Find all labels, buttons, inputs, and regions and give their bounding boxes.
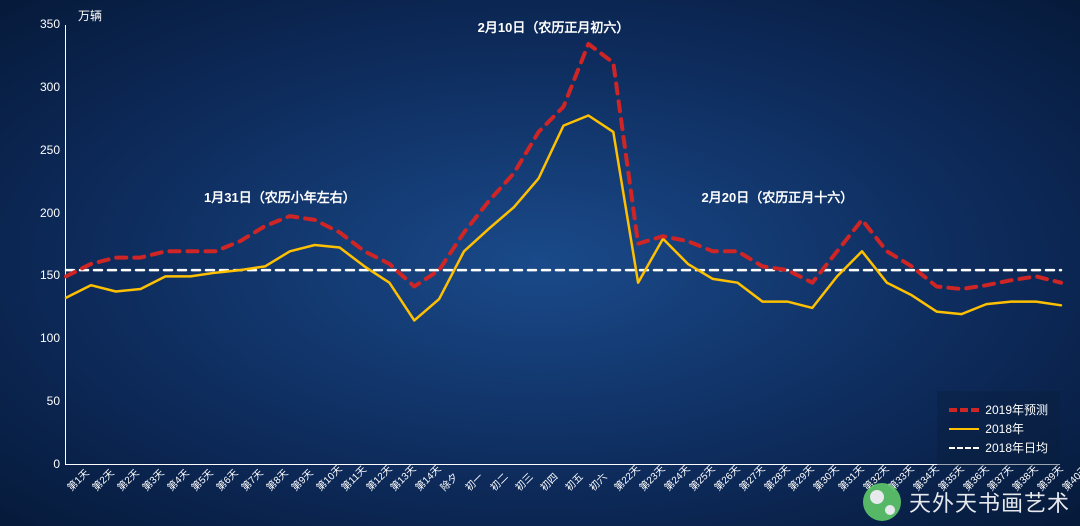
y-tick-label: 100 [30, 331, 60, 345]
plot-svg [66, 25, 1061, 465]
x-tick-label: 第26天 [710, 461, 743, 494]
x-tick-label: 第3天 [138, 465, 167, 494]
x-tick-label: 第5天 [187, 465, 216, 494]
x-tick-label: 第31天 [834, 461, 867, 494]
x-tick-label: 第24天 [660, 461, 693, 494]
x-tick-label: 第1天 [63, 465, 92, 494]
watermark-text: 天外天书画艺术 [909, 486, 1070, 518]
x-tick-label: 初二 [486, 469, 511, 494]
x-tick-label: 第4天 [163, 465, 192, 494]
x-tick-label: 第22天 [610, 461, 643, 494]
y-tick-label: 350 [30, 17, 60, 31]
legend-row: 2018年日均 [949, 439, 1048, 456]
x-tick-label: 第6天 [212, 465, 241, 494]
x-tick-label: 初四 [536, 469, 561, 494]
legend-swatch [949, 403, 979, 417]
y-tick-label: 250 [30, 143, 60, 157]
legend-label: 2018年日均 [985, 439, 1048, 456]
x-tick-label: 第28天 [760, 461, 793, 494]
x-tick-label: 第9天 [287, 465, 316, 494]
x-tick-label: 初六 [585, 469, 610, 494]
x-tick-label: 第25天 [685, 461, 718, 494]
y-axis-unit: 万辆 [78, 7, 102, 24]
x-tick-label: 第12天 [362, 461, 395, 494]
annotation: 2月10日（农历正月初六） [478, 17, 630, 36]
x-tick-label: 第11天 [337, 462, 369, 494]
x-tick-label: 初五 [561, 469, 586, 494]
watermark: 天外天书画艺术 [863, 483, 1070, 521]
y-tick-label: 50 [30, 394, 60, 408]
legend-label: 2019年预测 [985, 401, 1048, 418]
legend: 2019年预测 2018年 2018年日均 [937, 391, 1060, 466]
legend-label: 2018年 [985, 420, 1024, 437]
wechat-icon [863, 483, 901, 521]
x-tick-label: 第8天 [262, 465, 291, 494]
x-tick-label: 第29天 [784, 461, 817, 494]
legend-swatch [949, 422, 979, 436]
annotation: 2月20日（农历正月十六） [702, 187, 854, 206]
x-tick-label: 第7天 [237, 465, 266, 494]
legend-row: 2018年 [949, 420, 1048, 437]
plot-area [65, 25, 1060, 465]
y-tick-label: 150 [30, 268, 60, 282]
chart-container: 万辆 0 50 100 150 200 250 300 350 第1天第2天第2天第3天第4天… [30, 5, 1065, 515]
x-tick-label: 第13天 [386, 461, 419, 494]
x-tick-label: 第2天 [88, 465, 117, 494]
x-tick-label: 初三 [511, 469, 536, 494]
y-tick-label: 300 [30, 80, 60, 94]
y-tick-label: 200 [30, 206, 60, 220]
x-tick-label: 第10天 [312, 461, 345, 494]
x-tick-label: 第2天 [113, 465, 142, 494]
legend-row: 2019年预测 [949, 401, 1048, 418]
y-tick-label: 0 [30, 457, 60, 471]
legend-swatch [949, 441, 979, 455]
annotation: 1月31日（农历小年左右） [204, 187, 356, 206]
x-tick-label: 第14天 [411, 461, 444, 494]
x-tick-label: 第27天 [735, 461, 768, 494]
x-tick-label: 第23天 [635, 461, 668, 494]
x-tick-label: 第30天 [809, 461, 842, 494]
x-tick-label: 初一 [461, 469, 486, 494]
